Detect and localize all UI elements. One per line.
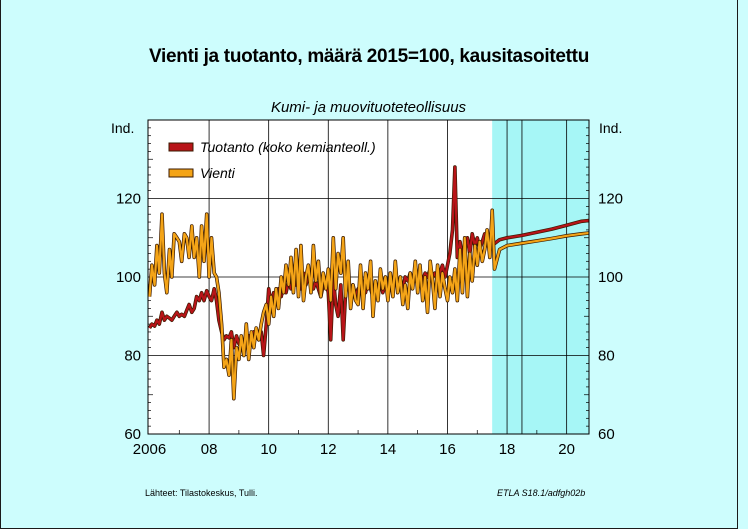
legend-label-vienti: Vienti (200, 165, 236, 181)
y-tick-label-left: 60 (124, 426, 141, 443)
frame-line-right (737, 0, 738, 529)
y-tick-label-left: 80 (124, 348, 141, 365)
x-tick-label: 20 (558, 441, 575, 458)
legend-swatch-vienti (168, 168, 194, 178)
legend-label-tuotanto: Tuotanto (koko kemianteoll.) (200, 139, 376, 155)
x-tick-label: 10 (260, 441, 277, 458)
x-tick-label: 16 (439, 441, 456, 458)
legend-swatch-tuotanto (168, 142, 194, 152)
y-tick-label-right: 60 (598, 426, 615, 443)
x-tick-label: 12 (320, 441, 337, 458)
y-tick-label-right: 100 (598, 269, 623, 286)
chart-title: Vienti ja tuotanto, määrä 2015=100, kaus… (149, 46, 589, 67)
y-tick-label-right: 80 (598, 348, 615, 365)
y-tick-label-left: 120 (116, 191, 141, 208)
y-tick-label-right: 120 (598, 191, 623, 208)
chart-subtitle: Kumi- ja muovituoteteollisuus (270, 99, 467, 116)
x-tick-label: 08 (201, 441, 218, 458)
x-tick-label: 14 (380, 441, 397, 458)
frame-line-left (0, 0, 1, 529)
y-tick-label-left: 100 (116, 269, 141, 286)
x-tick-label: 18 (499, 441, 516, 458)
y-axis-unit-right: Ind. (599, 120, 623, 136)
y-axis-unit-left: Ind. (111, 120, 135, 136)
plot-border (147, 119, 590, 435)
x-tick-label: 2006 (133, 441, 166, 458)
series-line-tuotanto (148, 166, 590, 357)
source-note: Lähteet: Tilastokeskus, Tulli. (145, 488, 258, 498)
chart-code: ETLA S18.1/adfgh02b (497, 488, 586, 498)
series-line-vienti (148, 209, 590, 400)
